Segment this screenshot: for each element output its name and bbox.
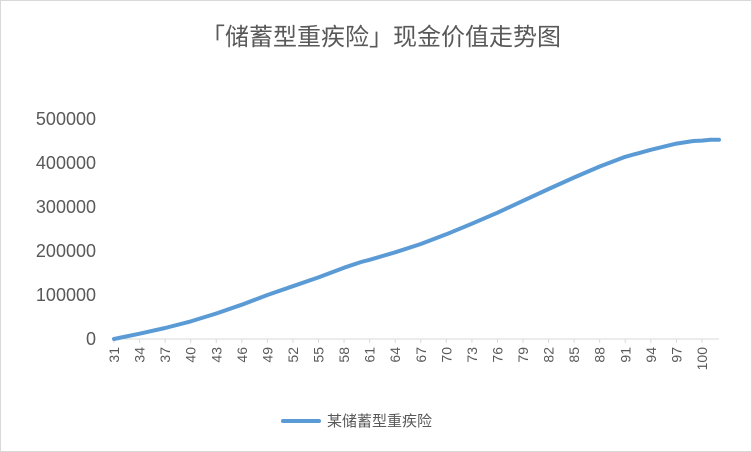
y-tick-label: 100000 bbox=[36, 285, 96, 305]
x-tick-label: 88 bbox=[592, 347, 608, 363]
x-tick-label: 46 bbox=[234, 347, 250, 363]
x-tick-label: 40 bbox=[183, 347, 199, 363]
chart-title: 「储蓄型重疾险」现金价值走势图 bbox=[201, 23, 561, 51]
x-tick-label: 64 bbox=[387, 347, 403, 363]
legend-label: 某储蓄型重疾险 bbox=[327, 412, 432, 430]
y-tick-label: 200000 bbox=[36, 241, 96, 261]
x-tick-label: 55 bbox=[311, 347, 327, 363]
y-tick-label: 300000 bbox=[36, 197, 96, 217]
series-line-0 bbox=[112, 137, 721, 341]
x-tick-label: 49 bbox=[259, 347, 275, 363]
x-tick-label: 67 bbox=[413, 347, 429, 363]
series-layer bbox=[112, 137, 721, 341]
x-tick-label: 82 bbox=[541, 347, 557, 363]
y-axis: 0 100000 200000 300000 400000 500000 bbox=[36, 109, 96, 349]
x-tick-label: 61 bbox=[362, 347, 378, 363]
x-tick-label: 76 bbox=[489, 347, 505, 363]
x-tick-label: 100 bbox=[694, 347, 710, 371]
x-tick-label: 85 bbox=[566, 347, 582, 363]
x-tick-label: 31 bbox=[106, 347, 122, 363]
x-axis: 31 34 37 40 43 46 49 52 55 58 61 64 67 70 73 76 79 82 85 88… bbox=[106, 339, 710, 370]
x-tick-label: 43 bbox=[208, 347, 224, 363]
y-tick-label: 400000 bbox=[36, 153, 96, 173]
x-tick-label: 91 bbox=[617, 347, 633, 363]
y-tick-label: 500000 bbox=[36, 109, 96, 129]
x-tick-label: 37 bbox=[157, 347, 173, 363]
y-tick-label: 0 bbox=[86, 329, 96, 349]
x-tick-label: 79 bbox=[515, 347, 531, 363]
x-tick-label: 58 bbox=[336, 347, 352, 363]
x-tick-label: 94 bbox=[643, 347, 659, 363]
x-tick-label: 34 bbox=[132, 347, 148, 363]
x-tick-label: 70 bbox=[438, 347, 454, 363]
legend: 某储蓄型重疾险 bbox=[281, 412, 432, 430]
x-tick-label: 97 bbox=[668, 347, 684, 363]
x-tick-label: 52 bbox=[285, 347, 301, 363]
x-tick-label: 73 bbox=[464, 347, 480, 363]
